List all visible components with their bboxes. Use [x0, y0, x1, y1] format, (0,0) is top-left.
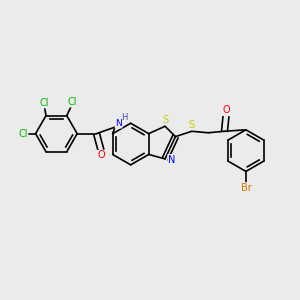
- Text: O: O: [222, 106, 230, 116]
- Text: Cl: Cl: [68, 97, 77, 107]
- Text: H: H: [121, 113, 127, 122]
- Text: O: O: [97, 150, 105, 160]
- Text: Cl: Cl: [18, 129, 28, 139]
- Text: S: S: [189, 120, 195, 130]
- Text: N: N: [168, 154, 175, 164]
- Text: Cl: Cl: [40, 98, 49, 108]
- Text: N: N: [115, 119, 122, 128]
- Text: S: S: [162, 115, 168, 125]
- Text: Br: Br: [241, 183, 251, 193]
